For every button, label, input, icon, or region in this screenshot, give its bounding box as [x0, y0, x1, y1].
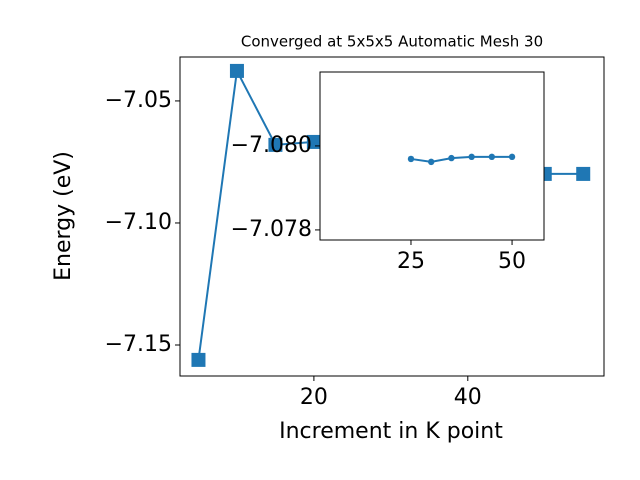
x-tick-label: 40 — [454, 385, 482, 410]
y-tick-label: −7.15 — [105, 332, 172, 357]
y-tick-label: −7.080 — [231, 133, 312, 158]
x-tick-label: 50 — [498, 249, 526, 274]
marker — [427, 158, 435, 166]
y-tick-label: −7.05 — [105, 88, 172, 113]
marker — [488, 153, 496, 161]
x-tick-label: 25 — [397, 249, 425, 274]
y-axis-label: Energy (eV) — [51, 151, 76, 281]
series-line — [410, 155, 513, 163]
marker — [508, 153, 516, 161]
chart-title: Converged at 5x5x5 Automatic Mesh 30 — [241, 33, 543, 51]
x-tick-label: 20 — [300, 385, 328, 410]
marker — [407, 155, 415, 163]
marker — [268, 137, 283, 152]
x-axis-label: Increment in K point — [279, 419, 503, 444]
marker — [448, 154, 455, 162]
marker — [191, 352, 206, 367]
plot-area — [407, 153, 516, 166]
axes-frame — [179, 56, 605, 377]
axes-frame — [319, 71, 545, 241]
marker — [576, 166, 591, 181]
marker — [229, 63, 244, 78]
marker — [468, 153, 475, 161]
y-tick-label: −7.10 — [105, 210, 172, 235]
y-tick-label: −7.078 — [231, 217, 312, 242]
